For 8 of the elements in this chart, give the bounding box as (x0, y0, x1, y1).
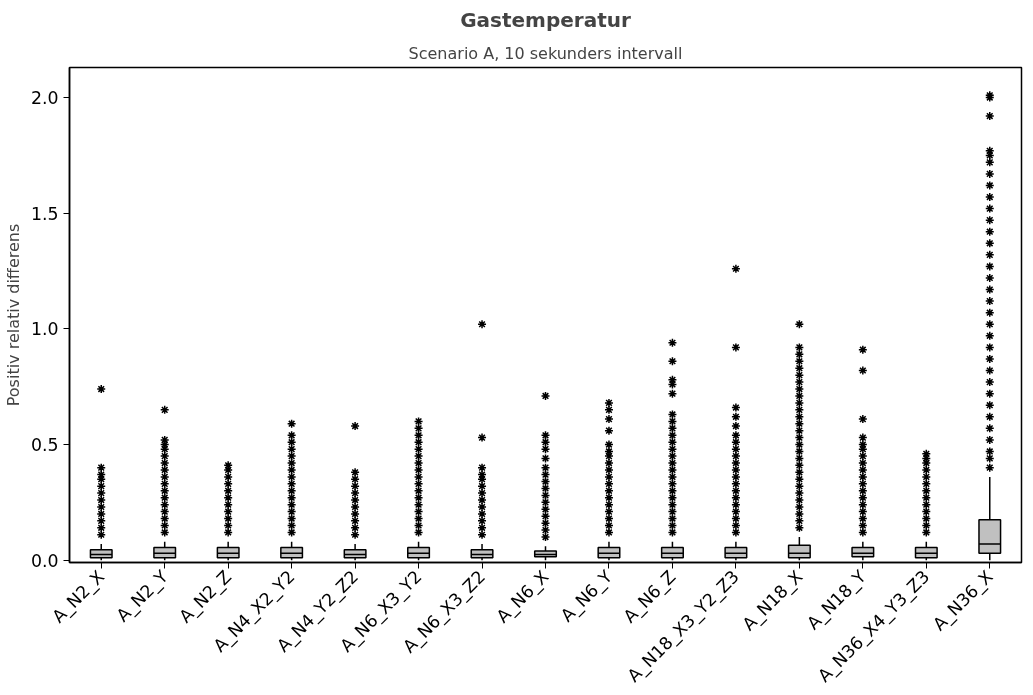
y-axis-title: Positiv relativ differens (3, 223, 23, 407)
y-tick-label: 0.5 (30, 435, 59, 456)
chart-subtitle: Scenario A, 10 sekunders intervall (408, 43, 683, 63)
chart-title: Gastemperatur (460, 7, 631, 32)
y-tick-label: 1.5 (30, 203, 59, 224)
y-tick-label: 0.0 (30, 550, 59, 571)
y-tick-label: 2.0 (30, 88, 59, 109)
y-tick-label: 1.0 (30, 319, 59, 340)
